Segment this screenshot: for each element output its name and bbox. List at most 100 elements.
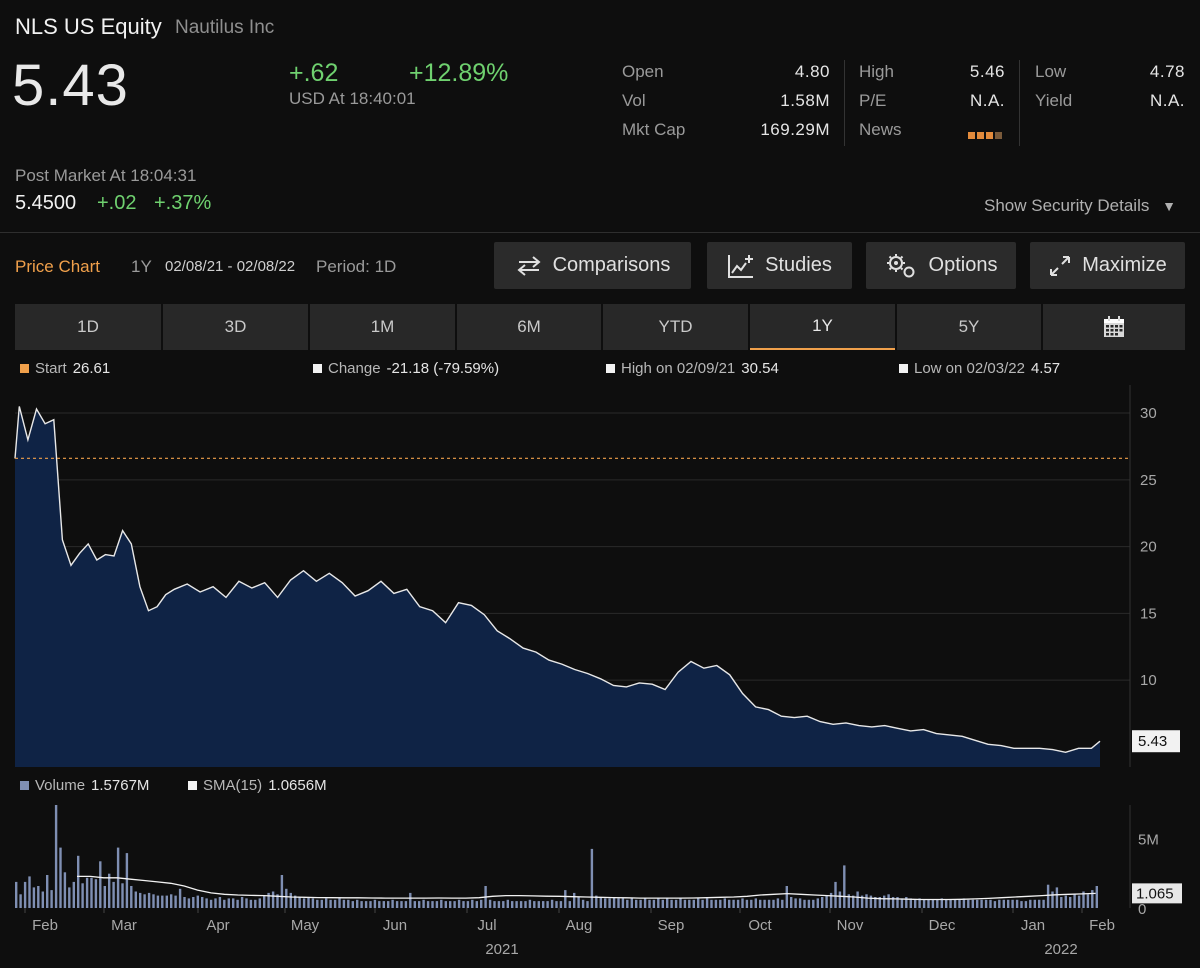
volume-bar (240, 897, 244, 908)
volume-bar (821, 897, 824, 908)
volume-bar (945, 899, 948, 908)
legend-change: Change -21.18 (-79.59%) (313, 360, 499, 377)
volume-bar (218, 897, 222, 908)
y-tick-label: 20 (1140, 539, 1157, 556)
show-security-details-link[interactable]: Show Security Details ▼ (984, 196, 1176, 216)
pe-label: P/E (859, 91, 887, 110)
volume-tick-label: 0 (1138, 901, 1146, 918)
volume-bar (143, 894, 146, 908)
studies-button[interactable]: Studies (707, 242, 852, 289)
volume-bar (1095, 886, 1098, 908)
options-button[interactable]: Options (866, 242, 1016, 289)
volume-bar (338, 898, 341, 908)
range-tab-6m[interactable]: 6M (457, 304, 601, 350)
volume-bar (714, 899, 718, 908)
volume-bar (980, 899, 983, 908)
show-details-label: Show Security Details (984, 196, 1150, 215)
volume-bar (679, 898, 682, 908)
volume-bar (666, 898, 669, 908)
volume-bar (431, 901, 434, 908)
volume-bar (1033, 899, 1036, 908)
volume-bar (816, 898, 819, 908)
volume-bar (59, 847, 62, 908)
post-market-change: +.02 (97, 192, 137, 214)
volume-bar (249, 899, 253, 908)
post-market-percent: +.37% (154, 192, 212, 214)
volume-bar (1020, 901, 1023, 908)
volume-bar (316, 899, 319, 908)
range-tab-1d[interactable]: 1D (15, 304, 161, 350)
price-chart[interactable]: 10 15 20 25 30 5.43 (0, 385, 1200, 780)
volume-bar (15, 881, 18, 908)
maximize-label: Maximize (1082, 254, 1167, 276)
volume-bar (825, 895, 828, 908)
range-tab-1y[interactable]: 1Y (750, 304, 895, 350)
volume-bar (759, 899, 762, 908)
volume-bar (754, 898, 757, 908)
price-chart-dates: 02/08/21 - 02/08/22 (165, 258, 296, 275)
range-tab-1m[interactable]: 1M (310, 304, 455, 350)
studies-label: Studies (765, 254, 832, 276)
low-label: Low (1035, 62, 1067, 81)
volume-bar (121, 883, 124, 908)
volume-bar (581, 899, 585, 908)
volume-bar (635, 899, 638, 908)
volume-bar (838, 891, 842, 908)
volume-bar (85, 877, 89, 908)
volume-bar (263, 895, 266, 908)
x-month-label: Feb (1089, 917, 1115, 934)
volume-bar (457, 899, 461, 908)
legend-swatch (188, 781, 197, 790)
range-tab-ytd[interactable]: YTD (603, 304, 748, 350)
news-label: News (859, 120, 902, 139)
x-month-label: May (291, 917, 320, 934)
range-tab-3d[interactable]: 3D (163, 304, 308, 350)
volume-bar (874, 897, 877, 908)
volume-bar (856, 891, 859, 908)
volume-bar (555, 901, 558, 908)
volume-bar (683, 899, 687, 908)
volume-bar (382, 901, 385, 908)
options-label: Options (928, 254, 998, 276)
volume-bar (617, 898, 620, 908)
vol-label: Vol (622, 91, 646, 110)
low-value: 4.78 (1149, 62, 1185, 81)
volume-bar (781, 899, 784, 908)
comparisons-button[interactable]: Comparisons (494, 242, 691, 289)
volume-bar (674, 899, 678, 908)
x-month-label: Dec (929, 917, 956, 934)
y-tick-label: 30 (1140, 405, 1157, 422)
x-month-label: Jun (383, 917, 407, 934)
legend-start-value: 26.61 (72, 360, 111, 377)
news-heat-indicator[interactable] (968, 126, 1004, 144)
volume-bar (993, 901, 997, 908)
volume-bar (395, 901, 399, 908)
last-price-marker-label: 5.43 (1138, 733, 1167, 750)
last-price: 5.43 (12, 53, 129, 118)
x-year-label: 2021 (485, 941, 518, 958)
volume-bar (426, 901, 430, 908)
range-tab-5y[interactable]: 5Y (897, 304, 1041, 350)
volume-bar (391, 899, 394, 908)
volume-bar (280, 875, 284, 908)
volume-bar (488, 899, 492, 908)
volume-bar (883, 895, 886, 908)
volume-bar (661, 899, 664, 908)
volume-bar (741, 898, 744, 908)
volume-bar (497, 901, 501, 908)
price-line (14, 406, 1101, 754)
volume-chart[interactable]: 5M 01.065 Feb Mar Apr May Jun Jul Aug Sep Oct Nov De… (0, 800, 1200, 968)
post-market-price: 5.4500 (15, 192, 77, 214)
volume-bar (865, 894, 868, 908)
maximize-button[interactable]: Maximize (1030, 242, 1185, 289)
volume-bar (962, 898, 966, 908)
volume-bar (736, 899, 740, 908)
legend-high-label: High on 02/09/21 (621, 360, 736, 377)
line-chart-icon (728, 254, 754, 278)
legend-volume: Volume 1.5767M (20, 777, 149, 794)
volume-bar (1046, 884, 1050, 908)
volume-bar (542, 901, 545, 908)
high-value: 5.46 (969, 62, 1005, 81)
calendar-tab[interactable] (1043, 304, 1185, 350)
y-tick-label: 15 (1140, 605, 1157, 622)
